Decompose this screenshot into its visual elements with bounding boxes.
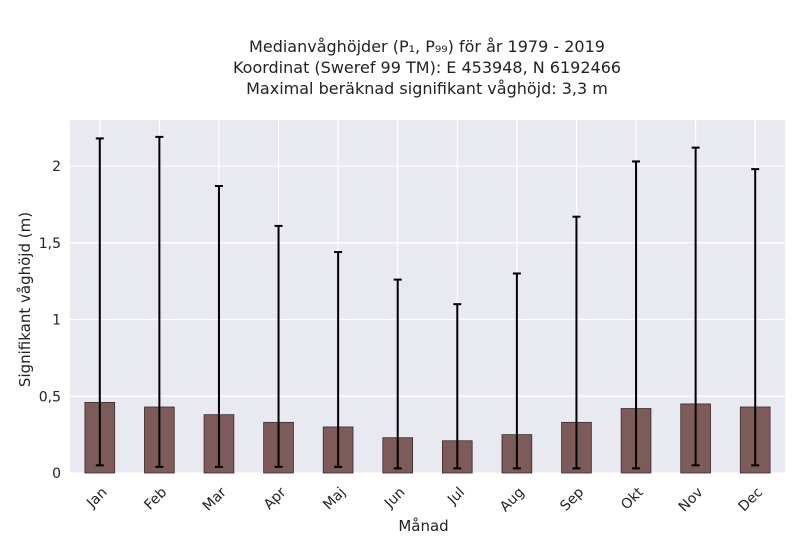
x-tick-label: Maj — [320, 485, 349, 514]
plot-area — [70, 120, 785, 473]
x-tick-label: Aug — [497, 485, 528, 516]
x-axis-ticks: Jan Feb Mar Apr Maj Jun Jul Aug Sep Okt Nov Dec — [83, 484, 766, 515]
x-tick-label: Jan — [83, 485, 110, 512]
x-tick-label: Nov — [676, 485, 707, 516]
x-tick-label: Sep — [557, 484, 587, 514]
title-line: Koordinat (Sweref 99 TM): E 453948, N 61… — [233, 58, 621, 77]
x-tick-label: Mar — [200, 484, 230, 514]
y-tick-label: 0,5 — [39, 389, 61, 405]
x-tick-label: Jul — [444, 485, 468, 509]
title-line: Medianvåghöjder (P₁, P₉₉) för år 1979 - … — [249, 37, 605, 56]
title-line: Maximal beräknad signifikant våghöjd: 3,… — [246, 79, 608, 98]
x-tick-label: Okt — [618, 484, 647, 513]
y-tick-label: 2 — [52, 159, 61, 175]
x-axis-label: Månad — [398, 517, 448, 535]
y-tick-label: 1,5 — [39, 236, 61, 252]
x-tick-label: Apr — [261, 484, 290, 513]
chart-title: Medianvåghöjder (P₁, P₉₉) för år 1979 - … — [233, 37, 621, 98]
x-tick-label: Feb — [141, 484, 170, 513]
y-axis-ticks: 0 0,5 1 1,5 2 — [39, 159, 61, 482]
error-bars — [95, 135, 760, 470]
y-tick-label: 0 — [52, 466, 61, 482]
x-tick-label: Jun — [381, 485, 408, 512]
y-axis-label: Signifikant våghöjd (m) — [16, 212, 34, 387]
y-tick-label: 1 — [52, 313, 61, 329]
x-tick-label: Dec — [736, 485, 766, 515]
